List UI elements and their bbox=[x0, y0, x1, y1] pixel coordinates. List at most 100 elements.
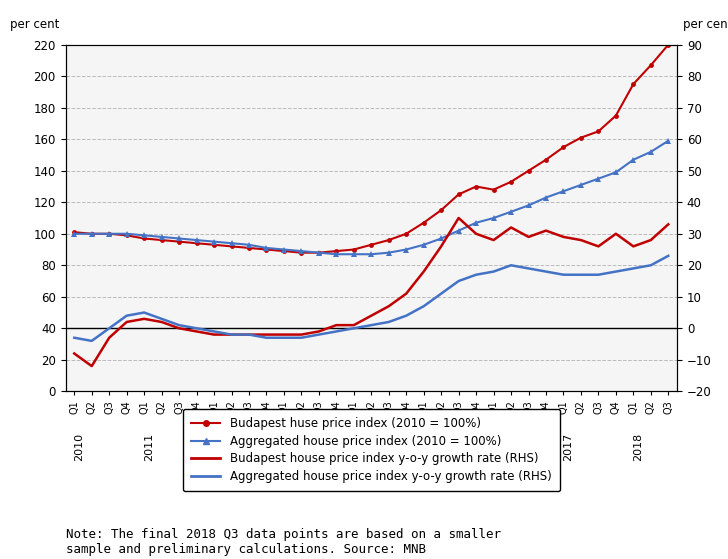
Text: 2016: 2016 bbox=[494, 433, 504, 461]
Line: Aggregated house price index (2010 = 100%): Aggregated house price index (2010 = 100… bbox=[71, 138, 671, 257]
Budapest house price index y-o-y growth rate (RHS) bbox=[349, 322, 358, 329]
Budapest huse price index (2010 = 100%) bbox=[140, 235, 149, 242]
Budapest huse price index (2010 = 100%) bbox=[402, 230, 411, 237]
Aggregated house price index y-o-y growth rate (RHS) bbox=[192, 325, 201, 331]
Aggregated house price index (2010 = 100%) bbox=[157, 234, 166, 240]
Budapest house price index y-o-y growth rate (RHS) bbox=[332, 322, 341, 329]
Budapest house price index y-o-y growth rate (RHS) bbox=[105, 334, 114, 341]
Budapest house price index y-o-y growth rate (RHS) bbox=[297, 331, 306, 338]
Aggregated house price index (2010 = 100%) bbox=[629, 157, 638, 163]
Aggregated house price index y-o-y growth rate (RHS) bbox=[105, 325, 114, 331]
Aggregated house price index (2010 = 100%) bbox=[646, 149, 655, 155]
Budapest house price index y-o-y growth rate (RHS) bbox=[227, 331, 236, 338]
Aggregated house price index (2010 = 100%) bbox=[472, 219, 480, 226]
Aggregated house price index y-o-y growth rate (RHS) bbox=[262, 334, 271, 341]
Budapest huse price index (2010 = 100%) bbox=[437, 207, 446, 214]
Budapest house price index y-o-y growth rate (RHS) bbox=[507, 224, 515, 231]
Aggregated house price index y-o-y growth rate (RHS) bbox=[664, 253, 673, 259]
Budapest huse price index (2010 = 100%) bbox=[157, 236, 166, 243]
Budapest house price index y-o-y growth rate (RHS) bbox=[664, 221, 673, 228]
Aggregated house price index y-o-y growth rate (RHS) bbox=[227, 331, 236, 338]
Aggregated house price index y-o-y growth rate (RHS) bbox=[594, 271, 603, 278]
Budapest huse price index (2010 = 100%) bbox=[454, 191, 463, 198]
Aggregated house price index (2010 = 100%) bbox=[402, 246, 411, 253]
Budapest house price index y-o-y growth rate (RHS) bbox=[524, 234, 533, 240]
Budapest huse price index (2010 = 100%) bbox=[594, 128, 603, 135]
Budapest huse price index (2010 = 100%) bbox=[192, 240, 201, 247]
Aggregated house price index y-o-y growth rate (RHS) bbox=[472, 271, 480, 278]
Budapest huse price index (2010 = 100%) bbox=[384, 236, 393, 243]
Text: 2018: 2018 bbox=[633, 433, 644, 461]
Aggregated house price index (2010 = 100%) bbox=[349, 251, 358, 258]
Budapest huse price index (2010 = 100%) bbox=[419, 219, 428, 226]
Legend: Budapest huse price index (2010 = 100%), Aggregated house price index (2010 = 10: Budapest huse price index (2010 = 100%),… bbox=[183, 409, 560, 491]
Budapest house price index y-o-y growth rate (RHS) bbox=[384, 303, 393, 310]
Text: 2015: 2015 bbox=[424, 433, 434, 461]
Aggregated house price index y-o-y growth rate (RHS) bbox=[157, 315, 166, 322]
Budapest house price index y-o-y growth rate (RHS) bbox=[140, 315, 149, 322]
Aggregated house price index y-o-y growth rate (RHS) bbox=[87, 338, 96, 344]
Aggregated house price index (2010 = 100%) bbox=[454, 228, 463, 234]
Aggregated house price index y-o-y growth rate (RHS) bbox=[280, 334, 288, 341]
Budapest house price index y-o-y growth rate (RHS) bbox=[192, 328, 201, 335]
Budapest huse price index (2010 = 100%) bbox=[612, 112, 620, 119]
Budapest huse price index (2010 = 100%) bbox=[332, 248, 341, 254]
Text: 2011: 2011 bbox=[144, 433, 154, 461]
Aggregated house price index (2010 = 100%) bbox=[245, 241, 253, 248]
Aggregated house price index (2010 = 100%) bbox=[192, 236, 201, 243]
Budapest house price index y-o-y growth rate (RHS) bbox=[646, 236, 655, 243]
Budapest huse price index (2010 = 100%) bbox=[227, 243, 236, 250]
Budapest house price index y-o-y growth rate (RHS) bbox=[402, 290, 411, 297]
Budapest huse price index (2010 = 100%) bbox=[664, 41, 673, 48]
Budapest huse price index (2010 = 100%) bbox=[646, 62, 655, 69]
Budapest huse price index (2010 = 100%) bbox=[577, 134, 585, 141]
Budapest huse price index (2010 = 100%) bbox=[507, 178, 515, 185]
Aggregated house price index (2010 = 100%) bbox=[70, 230, 79, 237]
Aggregated house price index (2010 = 100%) bbox=[227, 240, 236, 247]
Aggregated house price index (2010 = 100%) bbox=[559, 188, 568, 195]
Budapest huse price index (2010 = 100%) bbox=[122, 232, 131, 239]
Budapest huse price index (2010 = 100%) bbox=[314, 249, 323, 256]
Text: per cent: per cent bbox=[683, 18, 728, 31]
Budapest house price index y-o-y growth rate (RHS) bbox=[367, 312, 376, 319]
Budapest huse price index (2010 = 100%) bbox=[297, 249, 306, 256]
Aggregated house price index (2010 = 100%) bbox=[419, 241, 428, 248]
Budapest huse price index (2010 = 100%) bbox=[367, 241, 376, 248]
Aggregated house price index y-o-y growth rate (RHS) bbox=[70, 334, 79, 341]
Aggregated house price index y-o-y growth rate (RHS) bbox=[175, 322, 183, 329]
Budapest house price index y-o-y growth rate (RHS) bbox=[122, 319, 131, 325]
Budapest house price index y-o-y growth rate (RHS) bbox=[70, 350, 79, 357]
Budapest huse price index (2010 = 100%) bbox=[210, 241, 218, 248]
Aggregated house price index (2010 = 100%) bbox=[664, 138, 673, 144]
Aggregated house price index (2010 = 100%) bbox=[437, 235, 446, 242]
Text: 2014: 2014 bbox=[354, 433, 364, 461]
Budapest house price index y-o-y growth rate (RHS) bbox=[175, 325, 183, 331]
Budapest huse price index (2010 = 100%) bbox=[629, 80, 638, 87]
Budapest house price index y-o-y growth rate (RHS) bbox=[280, 331, 288, 338]
Budapest house price index y-o-y growth rate (RHS) bbox=[245, 331, 253, 338]
Budapest house price index y-o-y growth rate (RHS) bbox=[542, 228, 550, 234]
Aggregated house price index (2010 = 100%) bbox=[489, 215, 498, 221]
Aggregated house price index y-o-y growth rate (RHS) bbox=[559, 271, 568, 278]
Aggregated house price index y-o-y growth rate (RHS) bbox=[122, 312, 131, 319]
Budapest huse price index (2010 = 100%) bbox=[489, 186, 498, 193]
Aggregated house price index (2010 = 100%) bbox=[210, 238, 218, 245]
Aggregated house price index (2010 = 100%) bbox=[612, 169, 620, 176]
Budapest house price index y-o-y growth rate (RHS) bbox=[157, 319, 166, 325]
Budapest house price index y-o-y growth rate (RHS) bbox=[437, 243, 446, 250]
Budapest house price index y-o-y growth rate (RHS) bbox=[210, 331, 218, 338]
Line: Budapest huse price index (2010 = 100%): Budapest huse price index (2010 = 100%) bbox=[72, 42, 670, 255]
Text: 2010: 2010 bbox=[74, 433, 84, 461]
Line: Budapest house price index y-o-y growth rate (RHS): Budapest house price index y-o-y growth … bbox=[74, 218, 668, 366]
Aggregated house price index (2010 = 100%) bbox=[367, 251, 376, 258]
Aggregated house price index (2010 = 100%) bbox=[384, 249, 393, 256]
Aggregated house price index y-o-y growth rate (RHS) bbox=[542, 268, 550, 275]
Aggregated house price index (2010 = 100%) bbox=[297, 248, 306, 254]
Budapest house price index y-o-y growth rate (RHS) bbox=[87, 363, 96, 369]
Budapest house price index y-o-y growth rate (RHS) bbox=[489, 236, 498, 243]
Aggregated house price index y-o-y growth rate (RHS) bbox=[332, 328, 341, 335]
Budapest huse price index (2010 = 100%) bbox=[262, 246, 271, 253]
Text: Note: The final 2018 Q3 data points are based on a smaller
sample and preliminar: Note: The final 2018 Q3 data points are … bbox=[66, 528, 501, 556]
Aggregated house price index (2010 = 100%) bbox=[594, 176, 603, 182]
Aggregated house price index y-o-y growth rate (RHS) bbox=[349, 325, 358, 331]
